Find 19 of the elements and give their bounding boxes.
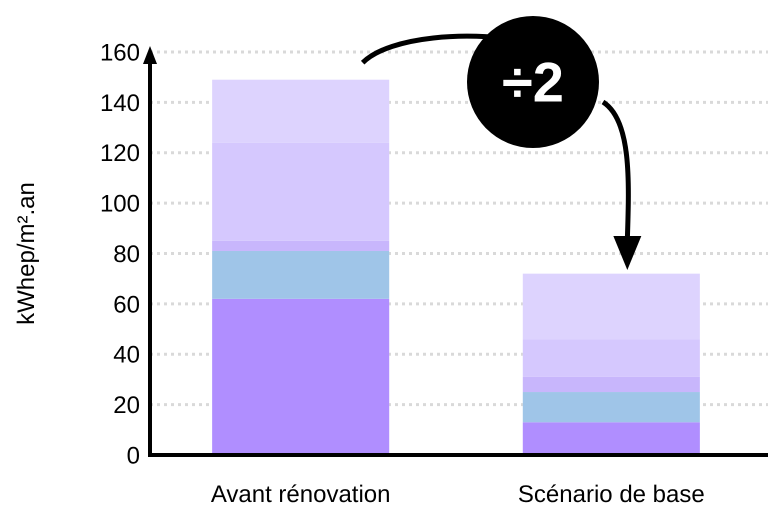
bar xyxy=(212,298,390,455)
bar xyxy=(212,250,390,299)
y-tick-label: 80 xyxy=(113,240,140,268)
y-tick-label: 140 xyxy=(100,90,140,117)
y-tick-label: 0 xyxy=(126,442,140,470)
y-tick-label: 20 xyxy=(113,392,140,420)
bar xyxy=(212,240,390,251)
x-tick-label: Avant rénovation xyxy=(210,481,391,508)
y-tick-label: 100 xyxy=(100,190,140,218)
x-tick-label: Scénario de base xyxy=(518,481,705,508)
bar xyxy=(522,376,700,392)
bar xyxy=(522,422,700,455)
y-tick-label: 60 xyxy=(113,291,140,318)
y-tick-label: 160 xyxy=(100,39,140,66)
bar xyxy=(522,392,700,422)
annotation: ÷2 xyxy=(502,50,564,114)
y-tick-label: 120 xyxy=(100,140,140,168)
y-axis-title: kWhep/m².an xyxy=(13,182,40,325)
y-tick-label: 40 xyxy=(113,342,140,369)
